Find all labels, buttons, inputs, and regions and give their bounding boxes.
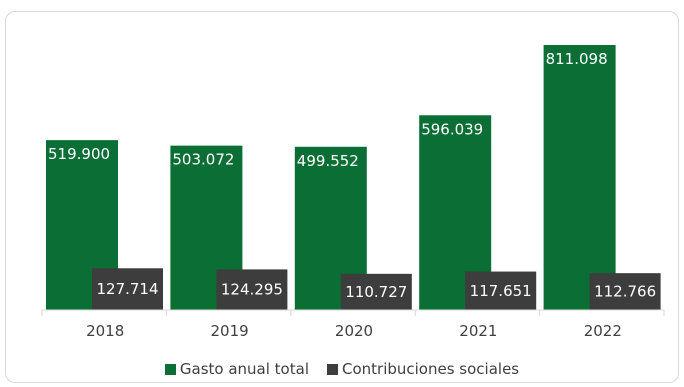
bar-gasto bbox=[543, 45, 616, 310]
category-group: 519.900 127.714 2018 bbox=[41, 140, 163, 340]
legend-item-gasto[interactable]: Gasto anual total bbox=[164, 360, 309, 378]
bar-contribuciones bbox=[340, 273, 412, 310]
data-label-contribuciones: 110.727 bbox=[345, 283, 407, 301]
category-group: 596.039 117.651 2021 bbox=[414, 115, 537, 340]
data-label-gasto: 596.039 bbox=[421, 120, 483, 138]
x-tick-label: 2019 bbox=[211, 322, 249, 340]
data-label-gasto: 811.098 bbox=[546, 50, 608, 68]
bar-contribuciones bbox=[589, 273, 661, 310]
x-tick-label: 2021 bbox=[459, 322, 497, 340]
bar-contribuciones bbox=[465, 271, 537, 310]
x-tick-label: 2022 bbox=[584, 322, 622, 340]
data-label-contribuciones: 112.766 bbox=[594, 283, 656, 301]
data-label-contribuciones: 124.295 bbox=[221, 281, 283, 299]
legend-swatch-gasto bbox=[164, 363, 176, 375]
bar-contribuciones bbox=[216, 269, 288, 310]
legend: Gasto anual total Contribuciones sociale… bbox=[0, 358, 684, 380]
data-label-gasto: 503.072 bbox=[172, 151, 234, 169]
category-group: 811.098 112.766 2022 bbox=[539, 45, 661, 340]
x-tick-label: 2018 bbox=[86, 322, 124, 340]
x-tick-label: 2020 bbox=[335, 322, 373, 340]
legend-label-gasto: Gasto anual total bbox=[179, 360, 309, 378]
bar-contribuciones bbox=[92, 268, 163, 310]
data-label-gasto: 519.900 bbox=[48, 145, 110, 163]
data-label-gasto: 499.552 bbox=[297, 152, 359, 170]
legend-label-contribuciones: Contribuciones sociales bbox=[341, 360, 520, 378]
category-group: 499.552 110.727 2020 bbox=[290, 146, 412, 340]
category-group: 503.072 124.295 2019 bbox=[165, 145, 288, 340]
legend-swatch-contribuciones bbox=[326, 363, 338, 375]
legend-item-contribuciones[interactable]: Contribuciones sociales bbox=[326, 360, 520, 378]
data-label-contribuciones: 117.651 bbox=[470, 282, 532, 300]
data-label-contribuciones: 127.714 bbox=[96, 280, 158, 298]
